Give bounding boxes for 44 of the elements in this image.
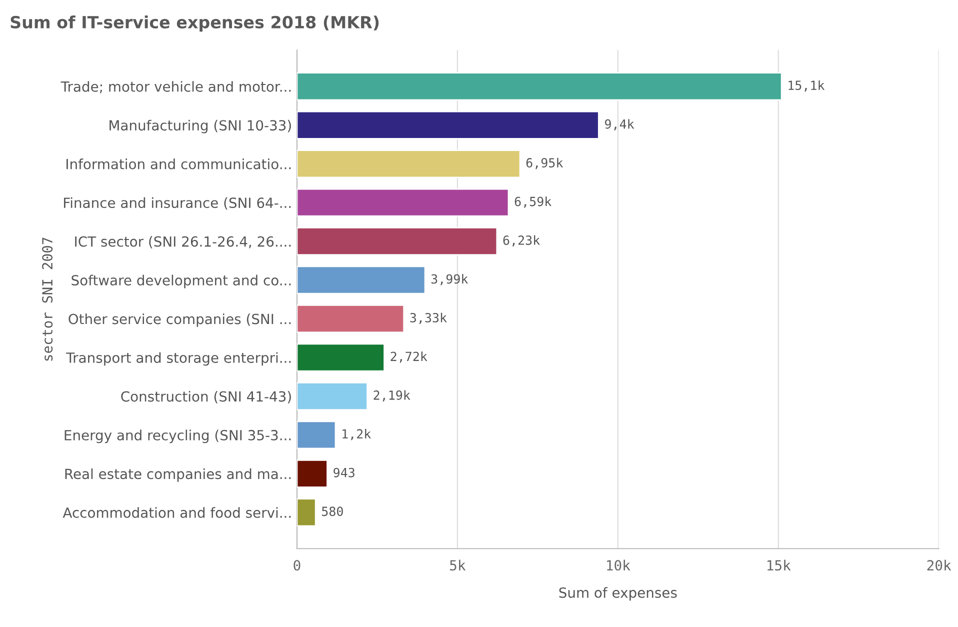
bar: [296, 72, 782, 101]
y-tick-label: Software development and co...: [72, 274, 291, 288]
data-label: 6,23k: [503, 235, 540, 247]
y-tick-label: Transport and storage enterpri...: [66, 352, 291, 366]
y-tick-label: Construction (SNI 41-43): [121, 390, 291, 404]
data-label: 2,19k: [374, 390, 410, 402]
x-axis-title: Sum of expenses: [559, 587, 677, 601]
y-tick-label: Information and communicatio...: [66, 158, 291, 170]
bar: [296, 188, 510, 217]
y-tick-label: Trade; motor vehicle and motor...: [60, 81, 291, 94]
bar: [296, 150, 521, 178]
bar: [296, 343, 385, 372]
y-tick-label: ICT sector (SNI 26.1-26.4, 26....: [75, 236, 291, 248]
y-tick-label: Other service companies (SNI ...: [68, 313, 291, 327]
bar: [296, 420, 336, 450]
bar: [296, 266, 426, 294]
bar: [296, 110, 600, 140]
data-label: 2,72k: [390, 351, 428, 363]
x-tick-label: 5k: [450, 560, 466, 571]
y-tick-label: Accommodation and food servi...: [62, 507, 291, 518]
bar: [296, 459, 328, 488]
y-tick-label: Manufacturing (SNI 10-33): [110, 120, 291, 134]
bar: [296, 498, 316, 527]
y-tick-label: Finance and insurance (SNI 64-...: [64, 197, 291, 210]
x-tick-label: 15k: [768, 560, 791, 571]
x-tick-label: 10k: [607, 560, 630, 571]
y-tick-label: Real estate companies and ma...: [65, 468, 291, 482]
data-label: 3,99k: [431, 274, 468, 286]
bar: [296, 304, 405, 334]
chart-title: Sum of IT-service expenses 2018 (MKR): [10, 16, 379, 32]
data-label: 3,33k: [410, 312, 447, 324]
x-tick-label: 0: [294, 560, 300, 571]
bar: [296, 227, 498, 256]
y-tick-label: Energy and recycling (SNI 35-3...: [64, 430, 291, 444]
data-label: 580: [322, 506, 343, 516]
bar: [296, 382, 368, 410]
data-label: 9,4k: [604, 119, 634, 130]
data-label: 1,2k: [342, 428, 371, 440]
y-axis-title: sector SNI 2007: [42, 238, 53, 361]
data-label: 6,59k: [514, 196, 552, 208]
data-label: 15,1k: [788, 80, 825, 92]
data-label: 943: [334, 468, 354, 478]
data-label: 6,95k: [526, 158, 564, 170]
x-tick-label: 20k: [927, 560, 952, 571]
